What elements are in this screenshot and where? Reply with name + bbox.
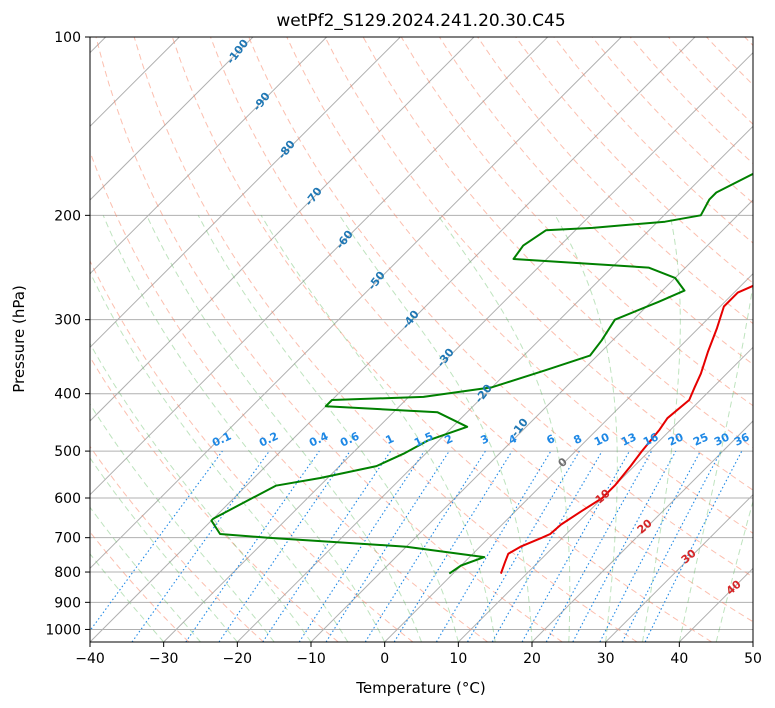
dry-adiabat-line [90, 356, 339, 642]
isotherm-line [90, 37, 696, 642]
dry-adiabat-line [90, 259, 414, 642]
dry-adiabat-line [324, 37, 753, 491]
x-tick-label: 10 [449, 651, 467, 667]
dewpoint-line [210, 172, 753, 575]
y-tick-label: 1000 [45, 622, 81, 638]
isotherm-line [531, 420, 753, 642]
mixing-ratio-line [644, 450, 743, 642]
mixing-ratio-label: 16 [641, 430, 661, 448]
x-tick-label: 30 [597, 651, 615, 667]
mixing-ratio-line [131, 450, 270, 642]
isotherm-line [90, 37, 475, 422]
x-tick-label: 50 [744, 651, 762, 667]
dry-adiabat-line [248, 37, 753, 578]
pressure-gridlines [90, 37, 753, 630]
moist-adiabat-line [554, 215, 618, 642]
moist-adiabat-line [90, 403, 275, 642]
mixing-ratio-line [325, 450, 450, 642]
dry-adiabat-line [286, 37, 753, 534]
isotherm-line [384, 272, 753, 642]
y-tick-label: 600 [54, 491, 81, 507]
mixing-ratio-lines [90, 450, 743, 642]
dry-adiabat-line [171, 37, 712, 642]
y-tick-label: 100 [54, 30, 81, 46]
mixing-ratio-label: 13 [619, 430, 638, 448]
isotherm-line [605, 493, 753, 642]
temperature-line [499, 284, 753, 574]
moist-adiabat-line [437, 215, 571, 642]
moist-adiabat-line [678, 282, 753, 642]
moist-adiabat-line [339, 215, 533, 642]
moist-adiabats [90, 215, 753, 642]
moist-adiabat-line [260, 215, 496, 642]
y-axis-ticks: 100 200 300 400 500 600 700 800 900 1000 [45, 30, 90, 638]
moist-adiabat-line [90, 457, 238, 642]
dry-adiabat-line [515, 37, 753, 284]
x-axis-label: Temperature (°C) [355, 679, 485, 697]
mixing-ratio-label: 20 [666, 430, 686, 448]
dry-adiabat-line [133, 37, 638, 642]
mixing-ratio-line [90, 450, 223, 632]
isotherm-line [236, 125, 753, 642]
isotherm-line [90, 37, 549, 496]
mixing-ratio-line [572, 450, 677, 642]
chart-title: wetPf2_S129.2024.241.20.30.C45 [276, 11, 565, 31]
moist-adiabat-line [146, 215, 422, 642]
moist-adiabat-line [642, 215, 681, 642]
y-tick-label: 400 [54, 387, 81, 403]
x-tick-label: −40 [75, 651, 105, 667]
mixing-ratio-label: 25 [691, 430, 710, 448]
mixing-ratio-line [393, 450, 513, 642]
mixing-ratio-label: 30 [712, 430, 732, 448]
moist-adiabat-line [90, 506, 201, 642]
mixing-ratio-line [185, 450, 320, 642]
y-tick-label: 500 [54, 444, 81, 460]
x-tick-label: −20 [223, 651, 253, 667]
moist-adiabat-line [197, 215, 459, 642]
moist-adiabat-line [102, 215, 386, 642]
dry-adiabat-line [90, 445, 264, 642]
isotherm-line [90, 37, 254, 201]
isotherm-line [457, 346, 753, 642]
y-tick-label: 300 [54, 313, 81, 329]
mixing-ratio-label: 10 [592, 430, 612, 448]
moist-adiabat-line [90, 342, 312, 642]
x-tick-label: −10 [296, 651, 326, 667]
skewed-isotherms [90, 37, 753, 642]
y-tick-label: 900 [54, 595, 81, 611]
plot-frame [89, 36, 754, 643]
y-tick-label: 700 [54, 531, 81, 547]
y-axis-label: Pressure (hPa) [10, 285, 28, 393]
isotherm-line [90, 37, 401, 349]
profile-series [210, 172, 753, 575]
y-tick-label: 200 [54, 208, 81, 224]
isotherm-line [163, 51, 753, 642]
dry-adiabats [90, 37, 753, 642]
x-tick-label: 20 [523, 651, 541, 667]
x-tick-label: 40 [670, 651, 688, 667]
x-axis-ticks: −40 −30 −20 −10 0 10 20 30 40 50 [75, 642, 762, 667]
y-tick-label: 800 [54, 565, 81, 581]
x-tick-label: −30 [149, 651, 179, 667]
isotherm-line [90, 37, 622, 570]
mixing-ratio-line [218, 450, 351, 642]
dry-adiabat-line [210, 37, 753, 623]
mixing-ratio-line [262, 450, 392, 642]
mixing-ratio-line [545, 450, 653, 642]
mixing-ratio-label: 36 [732, 430, 752, 448]
mixing-ratio-line [298, 450, 425, 642]
dry-adiabat-line [95, 37, 563, 642]
x-tick-label: 0 [380, 651, 389, 667]
isotherm-line [90, 37, 328, 275]
